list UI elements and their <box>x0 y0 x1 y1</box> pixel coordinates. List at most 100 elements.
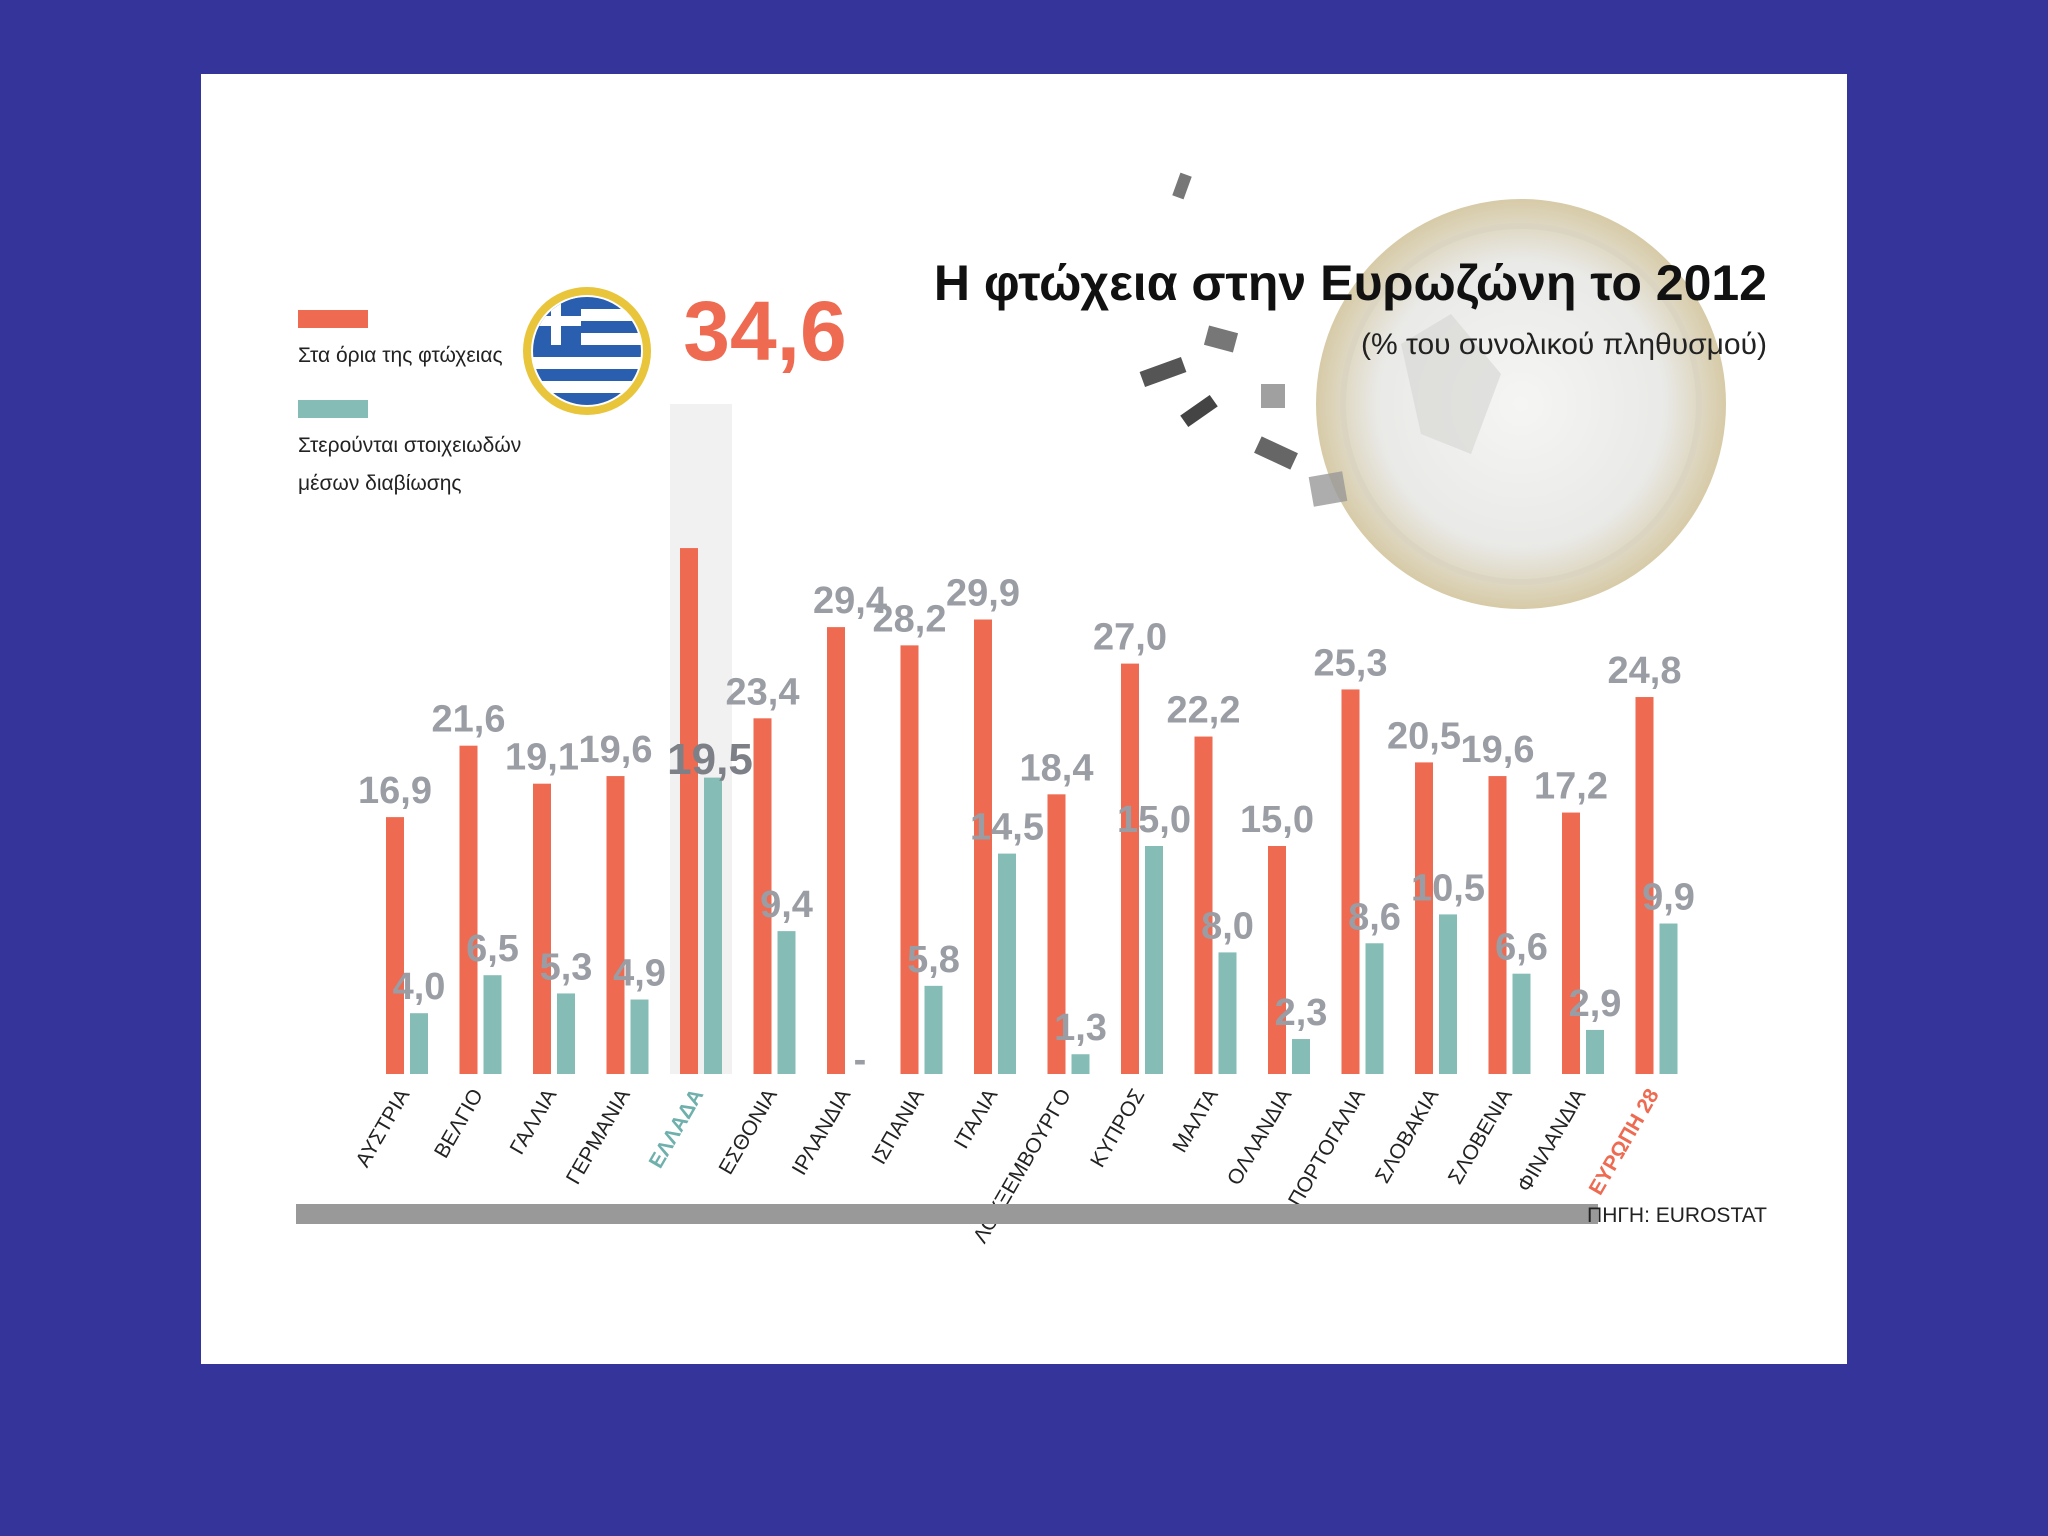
category-label-3: ΓΕΡΜΑΝΙΑ <box>562 1085 635 1188</box>
bar-deprivation-1 <box>483 975 502 1074</box>
category-label-12: ΟΛΛΑΝΔΙΑ <box>1223 1085 1296 1189</box>
bar-deprivation-14 <box>1439 914 1457 1074</box>
value-label-deprivation-17: 9,9 <box>1642 877 1695 919</box>
value-label-poverty-4: 34,6 <box>683 284 847 378</box>
value-label-poverty-10: 27,0 <box>1093 617 1167 659</box>
category-label-13: ΠΟΡΤΟΓΑΛΙΑ <box>1284 1085 1370 1211</box>
value-label-deprivation-13: 8,6 <box>1348 896 1401 938</box>
bar-poverty-11 <box>1194 736 1213 1074</box>
bar-deprivation-12 <box>1292 1039 1310 1074</box>
category-label-15: ΣΛΟΒΕΝΙΑ <box>1444 1085 1517 1188</box>
value-label-deprivation-7: 5,8 <box>907 939 960 981</box>
value-label-deprivation-15: 6,6 <box>1495 927 1548 969</box>
bar-deprivation-2 <box>557 993 575 1074</box>
value-label-poverty-6: 29,4 <box>813 580 887 622</box>
chart-title: Η φτώχεια στην Ευρωζώνη το 2012 <box>934 255 1767 311</box>
source-label: ΠΗΓΗ: EUROSTAT <box>1587 1204 1767 1227</box>
bar-deprivation-17 <box>1659 923 1678 1074</box>
value-label-poverty-17: 24,8 <box>1608 650 1682 692</box>
value-label-poverty-16: 17,2 <box>1534 766 1608 808</box>
value-label-poverty-12: 15,0 <box>1240 799 1314 841</box>
bar-deprivation-10 <box>1145 846 1163 1074</box>
value-label-poverty-9: 18,4 <box>1020 747 1094 789</box>
value-label-deprivation-16: 2,9 <box>1569 983 1622 1025</box>
value-label-poverty-1: 21,6 <box>432 699 506 741</box>
category-label-4: ΕΛΛΑΔΑ <box>645 1085 709 1172</box>
bar-poverty-12 <box>1268 846 1286 1074</box>
legend-label-poverty: Στα όρια της φτώχειας <box>298 344 503 367</box>
chart-subtitle: (% του συνολικού πληθυσμού) <box>1361 328 1767 361</box>
euro-coin-illustration <box>1139 172 1726 609</box>
bar-deprivation-3 <box>630 999 649 1074</box>
value-label-poverty-3: 19,6 <box>579 729 653 771</box>
bar-poverty-5 <box>753 718 772 1074</box>
source-bar <box>296 1204 1598 1224</box>
value-label-deprivation-12: 2,3 <box>1275 992 1328 1034</box>
bar-deprivation-16 <box>1586 1029 1604 1074</box>
legend-swatch-poverty <box>298 310 368 328</box>
value-label-deprivation-3: 4,9 <box>613 953 666 995</box>
bar-deprivation-13 <box>1365 943 1384 1074</box>
bar-poverty-0 <box>386 817 404 1074</box>
value-label-deprivation-11: 8,0 <box>1201 905 1254 947</box>
bar-poverty-7 <box>900 645 919 1074</box>
bar-deprivation-8 <box>998 853 1016 1074</box>
category-label-16: ΦΙΝΛΑΝΔΙΑ <box>1513 1085 1590 1196</box>
bar-deprivation-15 <box>1512 973 1531 1074</box>
value-label-poverty-14: 20,5 <box>1387 715 1461 757</box>
value-label-deprivation-8: 14,5 <box>970 807 1044 849</box>
bar-poverty-15 <box>1488 776 1507 1074</box>
bar-poverty-2 <box>533 783 551 1074</box>
value-label-poverty-0: 16,9 <box>358 770 432 812</box>
bar-poverty-1 <box>459 745 478 1074</box>
category-label-14: ΣΛΟΒΑΚΙΑ <box>1371 1085 1443 1187</box>
legend-label-deprivation-line2: μέσων διαβίωσης <box>298 472 462 495</box>
chart-panel: Η φτώχεια στην Ευρωζώνη το 2012 (% του σ… <box>201 74 1847 1364</box>
value-label-poverty-7: 28,2 <box>873 598 947 640</box>
bar-poverty-9 <box>1047 794 1066 1074</box>
legend-label-deprivation-line1: Στερούνται στοιχειωδών <box>298 434 521 457</box>
category-label-6: ΙΡΛΑΝΔΙΑ <box>788 1085 856 1179</box>
bar-poverty-6 <box>827 627 845 1074</box>
bar-poverty-13 <box>1341 689 1360 1074</box>
bar-poverty-10 <box>1121 663 1139 1074</box>
greece-flag-icon <box>523 287 651 415</box>
bar-deprivation-0 <box>410 1013 428 1074</box>
bar-deprivation-5 <box>777 931 796 1074</box>
category-label-0: ΑΥΣΤΡΙΑ <box>351 1085 414 1171</box>
chart-svg: Η φτώχεια στην Ευρωζώνη το 2012 (% του σ… <box>296 172 1767 1247</box>
bars-group <box>386 548 1678 1074</box>
bar-poverty-17 <box>1635 697 1654 1074</box>
category-label-17: ΕΥΡΩΠΗ 28 <box>1585 1085 1664 1199</box>
bar-deprivation-9 <box>1071 1054 1090 1074</box>
bar-poverty-14 <box>1415 762 1433 1074</box>
value-label-deprivation-1: 6,5 <box>466 928 519 970</box>
value-label-deprivation-0: 4,0 <box>393 966 446 1008</box>
value-label-deprivation-10: 15,0 <box>1117 799 1191 841</box>
bar-poverty-3 <box>606 776 625 1074</box>
value-label-deprivation-9: 1,3 <box>1054 1007 1107 1049</box>
legend-swatch-deprivation <box>298 400 368 418</box>
category-label-7: ΙΣΠΑΝΙΑ <box>867 1085 928 1168</box>
bar-deprivation-4 <box>704 777 722 1074</box>
bar-poverty-8 <box>974 619 992 1074</box>
value-label-deprivation-5: 9,4 <box>760 884 813 926</box>
category-label-2: ΓΑΛΛΙΑ <box>506 1085 562 1158</box>
value-label-deprivation-6: - <box>854 1039 867 1081</box>
value-labels-group: 16,9 4,0 21,6 6,5 19,1 5,3 19,6 4,9 34,6 19,5 23,4… <box>358 284 1695 1081</box>
legend: Στα όρια της φτώχειας Στερούνται στοιχει… <box>298 310 521 495</box>
category-label-1: ΒΕΛΓΙΟ <box>430 1085 488 1162</box>
category-label-11: ΜΑΛΤΑ <box>1168 1085 1223 1156</box>
value-label-poverty-11: 22,2 <box>1167 690 1241 732</box>
bar-deprivation-11 <box>1218 952 1237 1074</box>
value-label-poverty-8: 29,9 <box>946 573 1020 615</box>
value-label-poverty-13: 25,3 <box>1314 642 1388 684</box>
category-label-10: ΚΥΠΡΟΣ <box>1086 1085 1149 1171</box>
value-label-poverty-5: 23,4 <box>726 671 800 713</box>
value-label-poverty-15: 19,6 <box>1461 729 1535 771</box>
category-label-8: ΙΤΑΛΙΑ <box>950 1085 1002 1153</box>
category-label-5: ΕΣΘΟΝΙΑ <box>715 1085 782 1178</box>
bar-poverty-4 <box>680 548 698 1074</box>
bar-poverty-16 <box>1562 812 1580 1074</box>
value-label-deprivation-4: 19,5 <box>667 735 753 784</box>
